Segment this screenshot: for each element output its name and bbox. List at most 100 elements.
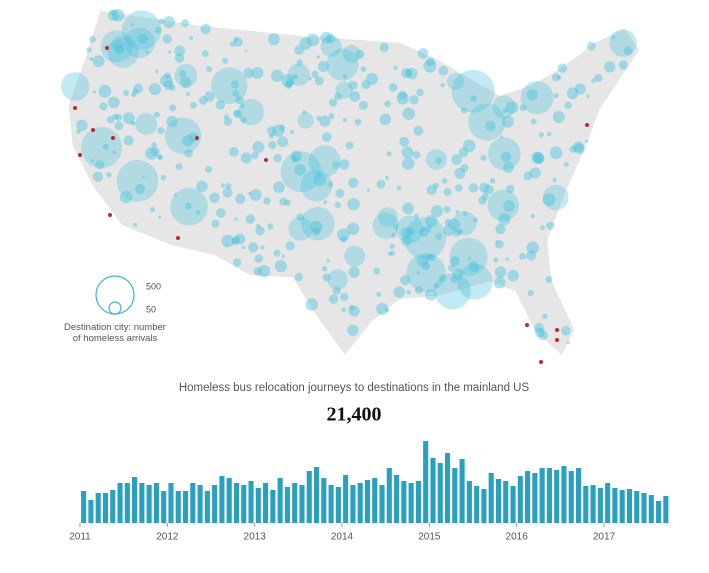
legend-size-label: 500	[146, 281, 161, 291]
bar	[430, 458, 436, 523]
city-dot	[555, 328, 559, 332]
city-dot	[78, 153, 82, 157]
city-bubble	[253, 267, 262, 276]
city-bubble	[419, 227, 429, 237]
city-bubble	[121, 10, 162, 50]
city-bubble	[401, 235, 413, 247]
bar	[197, 485, 203, 523]
city-bubble	[425, 215, 438, 228]
city-bubble	[542, 193, 556, 207]
city-bubble	[285, 78, 294, 88]
city-bubble	[306, 33, 320, 47]
bar	[561, 466, 567, 523]
city-bubble	[376, 179, 386, 189]
city-bubble	[526, 250, 536, 261]
city-bubble	[170, 187, 208, 226]
city-bubble	[189, 101, 198, 109]
city-bubble	[457, 263, 493, 300]
bar	[270, 490, 276, 523]
bar	[321, 478, 327, 523]
city-bubble	[566, 340, 570, 345]
city-dot	[264, 158, 268, 162]
city-bubble	[460, 107, 468, 114]
city-bubble	[277, 136, 289, 148]
city-bubble	[313, 173, 327, 187]
x-tick-label: 2012	[156, 532, 179, 543]
city-bubble	[574, 83, 586, 95]
city-bubble	[240, 152, 252, 164]
bar	[117, 483, 123, 523]
city-bubble	[232, 89, 240, 97]
city-bubble	[332, 286, 341, 295]
city-bubble	[449, 237, 488, 276]
city-bubble	[468, 103, 506, 141]
city-bubble	[341, 307, 347, 313]
city-bubble	[112, 150, 117, 155]
city-bubble	[443, 224, 456, 237]
city-bubble	[425, 57, 435, 67]
city-bubble	[523, 171, 533, 181]
city-bubble	[401, 157, 415, 170]
city-bubble	[321, 265, 328, 272]
city-bubble	[233, 37, 243, 47]
city-bubble	[252, 141, 265, 153]
bar	[372, 478, 378, 523]
city-bubble	[76, 129, 81, 134]
city-bubble	[376, 291, 382, 298]
bar	[663, 496, 669, 523]
city-bubble	[441, 178, 448, 184]
bar	[139, 483, 145, 523]
bar	[641, 493, 647, 523]
city-bubble	[406, 290, 411, 295]
city-bubble	[414, 213, 420, 219]
city-bubble	[99, 102, 108, 111]
city-bubble	[327, 181, 334, 188]
city-bubble	[564, 101, 572, 110]
city-bubble	[294, 45, 305, 55]
city-bubble	[316, 55, 320, 59]
city-bubble	[60, 72, 90, 101]
city-bubble	[444, 218, 453, 226]
city-dot	[108, 213, 112, 217]
city-bubble	[342, 74, 348, 79]
city-bubble	[407, 227, 416, 236]
us-outline	[67, 9, 641, 358]
city-bubble	[174, 53, 185, 63]
city-bubble	[502, 107, 508, 113]
city-bubble	[387, 251, 393, 256]
city-bubble	[233, 37, 239, 42]
city-bubble	[412, 150, 421, 159]
city-bubble	[133, 222, 138, 227]
city-bubble	[526, 88, 539, 101]
city-bubble	[452, 210, 477, 236]
city-bubble	[468, 261, 480, 273]
city-bubble	[534, 327, 545, 338]
city-bubble	[294, 164, 306, 176]
city-bubble	[284, 81, 293, 89]
city-bubble	[483, 184, 494, 195]
city-bubble	[572, 141, 584, 153]
city-bubble	[116, 160, 159, 202]
city-bubble	[447, 264, 455, 272]
bar	[350, 485, 356, 523]
city-bubble	[273, 181, 285, 194]
legend-size-circle	[95, 275, 135, 315]
city-bubble	[323, 200, 328, 205]
city-bubble	[332, 161, 340, 169]
city-bubble	[309, 220, 323, 234]
city-bubble	[500, 151, 512, 162]
city-bubble	[245, 214, 255, 224]
bar	[212, 485, 218, 523]
city-bubble	[534, 322, 544, 333]
city-bubble	[389, 243, 395, 249]
city-bubble	[329, 98, 338, 107]
city-bubble	[503, 200, 515, 212]
city-bubble	[546, 131, 552, 137]
city-bubble	[160, 74, 173, 88]
city-bubble	[195, 209, 201, 216]
city-bubble	[124, 27, 155, 58]
city-bubble	[162, 16, 176, 29]
bar	[532, 473, 538, 523]
city-bubble	[468, 183, 479, 193]
city-bubble	[211, 67, 248, 104]
